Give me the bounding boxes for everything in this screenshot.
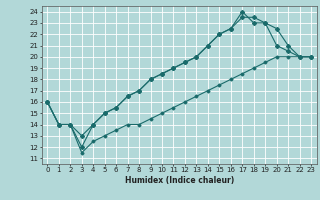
- X-axis label: Humidex (Indice chaleur): Humidex (Indice chaleur): [124, 176, 234, 185]
